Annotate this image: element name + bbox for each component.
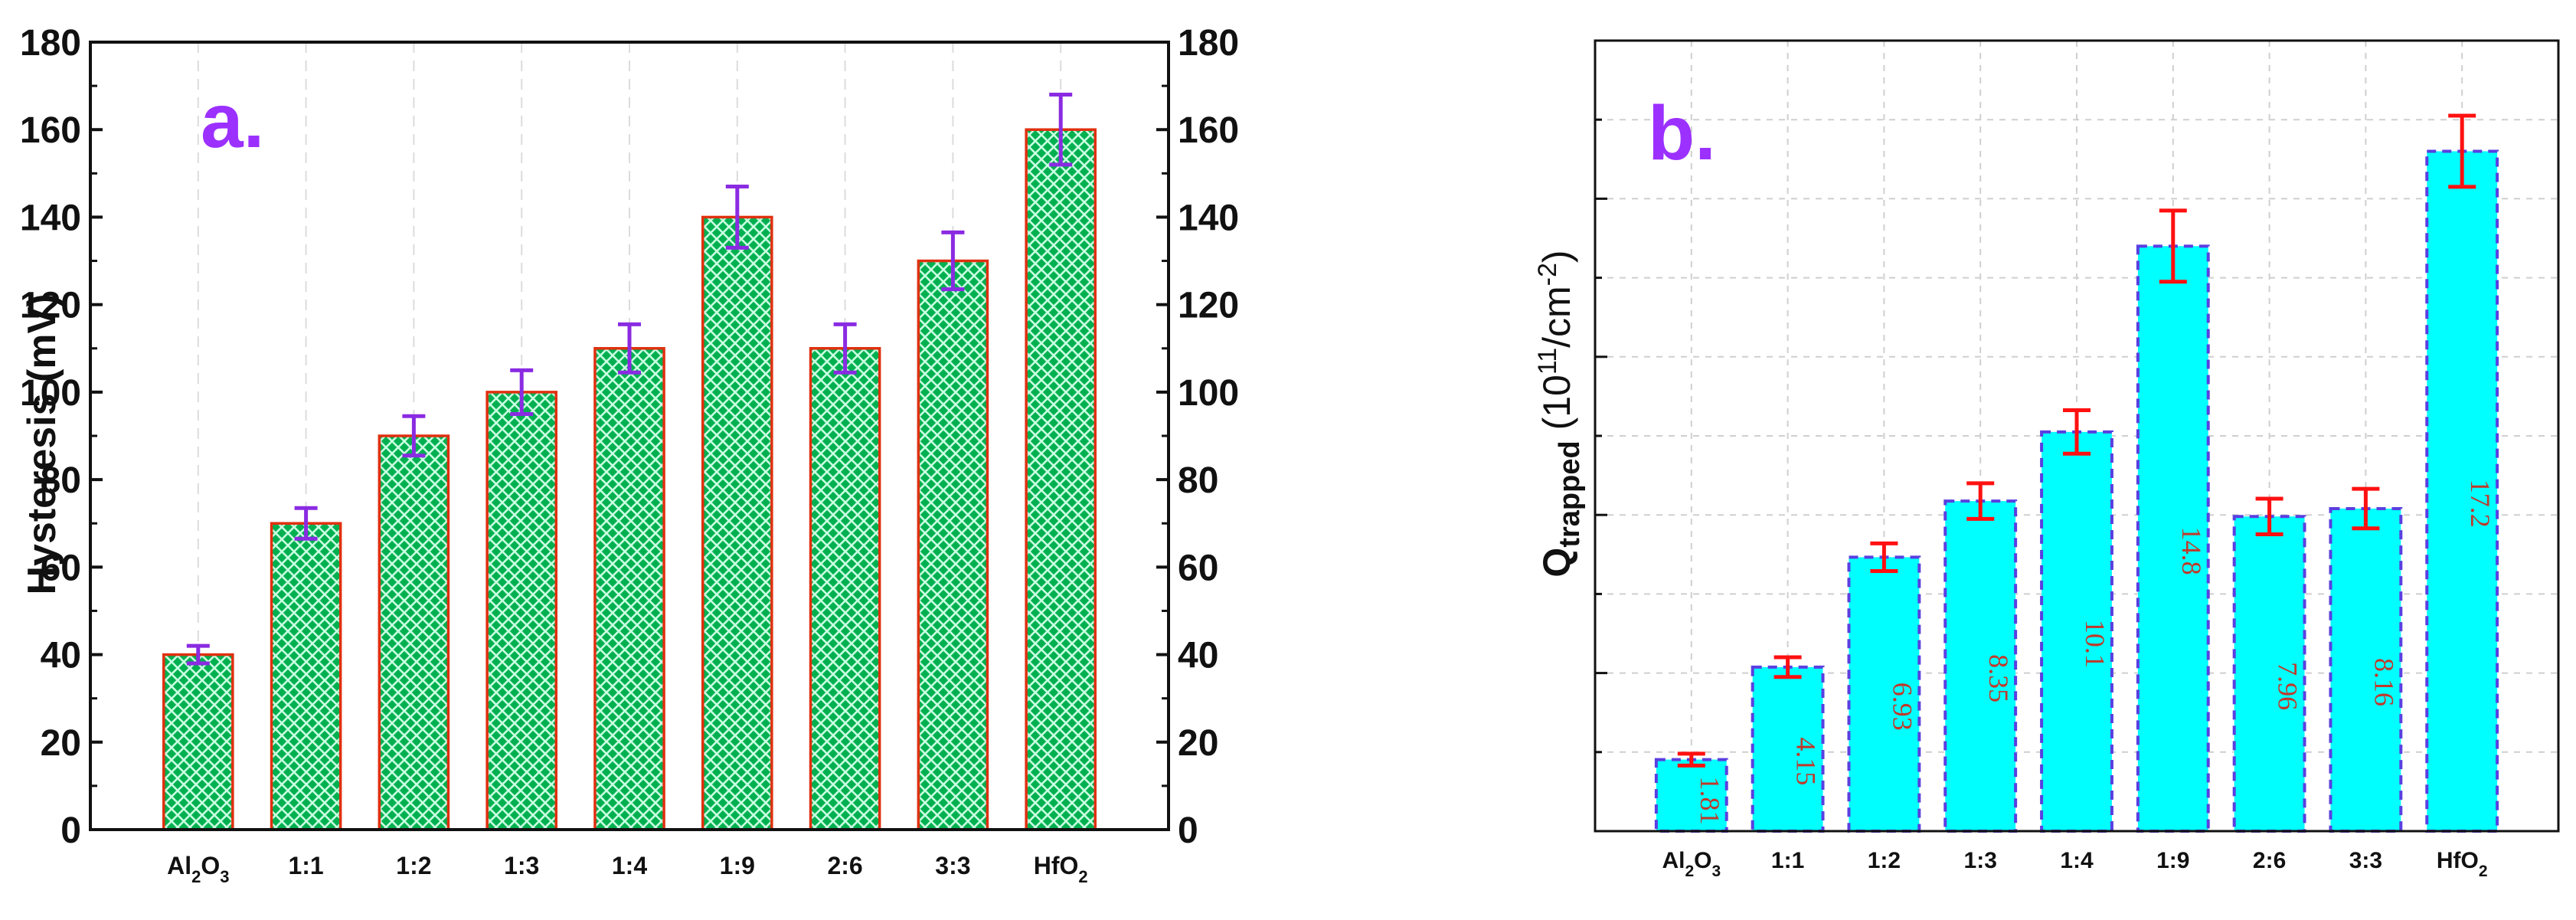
y-tick-label: 140	[20, 198, 81, 238]
y-tick-label: 80	[41, 460, 81, 501]
q-subscript: trapped	[1554, 440, 1586, 547]
x-tick-label: 1:1	[1771, 848, 1804, 873]
bar	[593, 347, 665, 831]
bar	[2136, 244, 2210, 833]
chart-b-panel-label: b.	[1648, 90, 1716, 176]
y-tick-label-right: 120	[1178, 286, 1239, 326]
x-tick-label: 1:3	[504, 852, 539, 879]
x-tick-label: 3:3	[2349, 848, 2382, 873]
bar	[701, 215, 773, 831]
chart-a-bars: Al2O3 1:1 1:2 1:3 1:4 1:9 2:6 3:3 HfO2	[162, 93, 1097, 886]
x-tick-label: 1:2	[1868, 848, 1901, 873]
unit-suffix: )	[1535, 250, 1578, 263]
y-tick-label: 40	[41, 636, 81, 676]
y-tick-label-right: 180	[1178, 23, 1239, 64]
y-tick-label-right: 40	[1178, 636, 1218, 676]
y-tick-label-right: 20	[1178, 723, 1218, 764]
x-tick-label: 1:1	[288, 852, 323, 879]
x-tick-label: HfO2	[1034, 852, 1088, 886]
y-tick-label-right: 0	[1178, 810, 1198, 851]
x-tick-label: 1:9	[720, 852, 755, 879]
x-tick-label: Al2O3	[167, 852, 229, 886]
y-tick-label-right: 160	[1178, 110, 1239, 151]
data-label: 17.2	[2465, 480, 2496, 528]
bar	[1847, 555, 1921, 833]
y-tick-label: 120	[20, 286, 81, 326]
unit-exponent: 11	[1533, 348, 1562, 375]
y-tick-label: 160	[20, 110, 81, 151]
y-tick-label-right: 60	[1178, 548, 1218, 588]
bar	[1025, 128, 1097, 831]
unit-exponent-2: -2	[1533, 263, 1562, 286]
bar	[809, 347, 881, 831]
bar	[485, 391, 558, 831]
bar	[917, 259, 989, 831]
x-tick-label: 3:3	[935, 852, 970, 879]
y-tick-label: 60	[41, 548, 81, 588]
data-label: 7.96	[2273, 662, 2303, 710]
bar	[2329, 506, 2403, 833]
bar	[270, 522, 342, 831]
y-tick-label: 180	[20, 23, 81, 64]
chart-b-y-axis-label: Qtrapped (1011/cm-2)	[1533, 250, 1586, 577]
bar	[2232, 515, 2306, 833]
data-label: 8.16	[2368, 658, 2399, 706]
x-tick-label: 1:9	[2156, 848, 2189, 873]
y-tick-label-right: 140	[1178, 198, 1239, 238]
chart-b: 1.81 Al2O3 4.15 1:1 6.93 1:2 8.35 1:3 10.1 1:4 14.…	[1533, 39, 2560, 880]
x-tick-label: 1:4	[2060, 848, 2094, 873]
data-label: 4.15	[1791, 737, 1822, 785]
data-label: 1.81	[1695, 777, 1725, 825]
chart-b-bars: 1.81 Al2O3 4.15 1:1 6.93 1:2 8.35 1:3 10.1 1:4 14.…	[1654, 113, 2499, 880]
x-tick-label: 2:6	[2253, 848, 2286, 873]
bar	[162, 653, 234, 831]
q-symbol: Q	[1535, 548, 1578, 578]
unit-prefix: (10	[1535, 375, 1578, 440]
x-tick-label: 1:4	[612, 852, 647, 879]
y-tick-label: 0	[60, 810, 81, 851]
y-tick-label: 100	[20, 373, 81, 414]
data-label: 8.35	[1983, 654, 2014, 702]
y-tick-label-right: 80	[1178, 460, 1218, 501]
data-label: 6.93	[1887, 683, 1917, 731]
data-label: 10.1	[2080, 620, 2110, 668]
x-tick-label: 1:3	[1964, 848, 1997, 873]
data-label: 14.8	[2176, 527, 2207, 575]
x-tick-label: 2:6	[827, 852, 862, 879]
chart-a-panel-label: a.	[201, 78, 264, 164]
chart-a-axis-ticks: 0 0 20 20 40 40 60 60 80 80 100 100 120 120 140 140 160 1…	[20, 23, 1239, 851]
x-tick-label: 1:2	[396, 852, 431, 879]
bar	[2425, 149, 2499, 833]
x-tick-label: HfO2	[2437, 848, 2488, 880]
chart-b-axis-ticks	[1595, 118, 1607, 754]
chart-a: Al2O3 1:1 1:2 1:3 1:4 1:9 2:6 3:3 HfO2 0 0 20 20 40 4…	[20, 23, 1239, 886]
bar	[378, 434, 450, 831]
y-tick-label: 20	[41, 723, 81, 764]
unit-middle: /cm	[1535, 286, 1578, 348]
x-tick-label: Al2O3	[1662, 848, 1721, 880]
y-tick-label-right: 100	[1178, 373, 1239, 414]
bar	[1654, 758, 1728, 833]
chart-a-y-axis-label: Hysteresis (mV)	[20, 293, 64, 594]
